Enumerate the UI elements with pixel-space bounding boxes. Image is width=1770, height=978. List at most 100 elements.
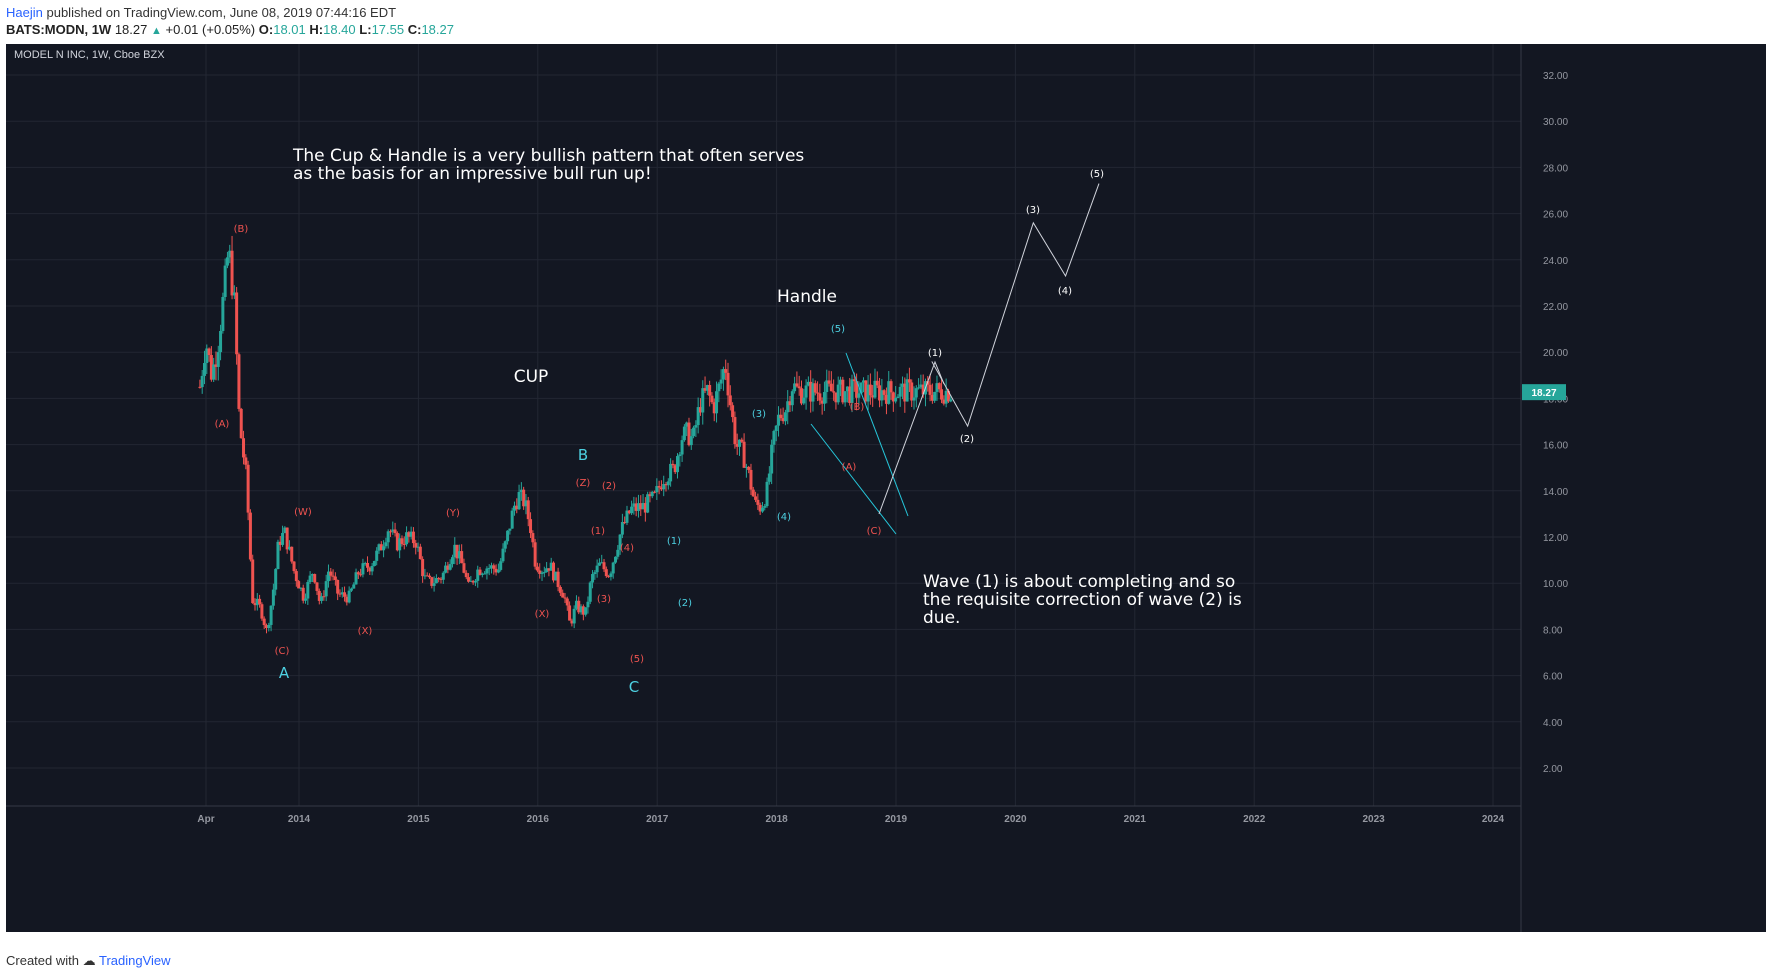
candle-body bbox=[531, 533, 535, 543]
candle-body bbox=[476, 569, 480, 581]
candle-body bbox=[574, 600, 578, 609]
candle-body bbox=[267, 624, 271, 629]
candle-body bbox=[501, 548, 505, 562]
x-tick-label: 2016 bbox=[527, 814, 550, 825]
wave-label-white: (1) bbox=[928, 348, 942, 359]
candle-body bbox=[248, 512, 252, 560]
candle-body bbox=[428, 575, 432, 578]
wave-label-red: (5) bbox=[630, 654, 644, 665]
candle-body bbox=[522, 489, 526, 507]
candle-body bbox=[460, 551, 464, 564]
x-tick-label: 2023 bbox=[1362, 814, 1385, 825]
chart-frame[interactable]: 2.004.006.008.0010.0012.0014.0016.0018.0… bbox=[6, 44, 1766, 932]
candle-body bbox=[887, 381, 891, 404]
candle-body bbox=[271, 589, 275, 606]
candle-body bbox=[825, 380, 829, 393]
candle-body bbox=[933, 391, 937, 401]
candle-body bbox=[786, 401, 790, 413]
x-tick-label: 2022 bbox=[1243, 814, 1266, 825]
candle-body bbox=[914, 388, 918, 398]
candle-body bbox=[237, 354, 241, 409]
candle-body bbox=[421, 559, 425, 577]
candle-body bbox=[694, 425, 698, 428]
candle-body bbox=[533, 542, 537, 567]
price-chart[interactable]: 2.004.006.008.0010.0012.0014.0016.0018.0… bbox=[6, 44, 1766, 932]
candle-body bbox=[816, 392, 820, 394]
candle-body bbox=[453, 544, 457, 558]
candle-body bbox=[347, 590, 351, 603]
candle-body bbox=[818, 393, 822, 401]
candle-body bbox=[919, 384, 923, 388]
candle-body bbox=[774, 425, 778, 432]
candle-body bbox=[620, 522, 624, 535]
candle-body bbox=[614, 556, 618, 563]
candle-body bbox=[235, 292, 239, 355]
candle-body bbox=[416, 546, 420, 548]
y-tick-label: 16.00 bbox=[1543, 441, 1568, 452]
tradingview-link[interactable]: TradingView bbox=[99, 953, 171, 968]
candle-body bbox=[216, 352, 220, 367]
wave-label-cyan: B bbox=[578, 446, 588, 464]
candle-body bbox=[278, 541, 282, 545]
candle-body bbox=[673, 465, 677, 473]
candle-body bbox=[405, 532, 409, 545]
chart-title: MODEL N INC, 1W, Cboe BZX bbox=[14, 49, 165, 61]
wave-label-cyan: (3) bbox=[752, 409, 766, 420]
candle-body bbox=[937, 383, 941, 390]
candle-body bbox=[519, 489, 523, 493]
candle-body bbox=[905, 379, 909, 402]
candle-body bbox=[765, 481, 769, 507]
candle-body bbox=[200, 375, 204, 388]
high-label: H: bbox=[309, 22, 324, 37]
candle-body bbox=[643, 503, 647, 513]
candle-body bbox=[308, 575, 312, 583]
candle-body bbox=[547, 568, 551, 571]
wedge-lower-line bbox=[810, 423, 897, 535]
y-tick-label: 30.00 bbox=[1543, 117, 1568, 128]
candle-body bbox=[363, 562, 367, 564]
candle-body bbox=[393, 529, 397, 534]
candle-body bbox=[202, 363, 206, 376]
candle-body bbox=[336, 579, 340, 594]
candle-body bbox=[799, 388, 803, 404]
candle-body bbox=[388, 531, 392, 533]
candle-body bbox=[901, 383, 905, 387]
candle-body bbox=[804, 385, 808, 398]
candle-body bbox=[648, 494, 652, 497]
candle-body bbox=[889, 381, 893, 393]
y-tick-label: 24.00 bbox=[1543, 256, 1568, 267]
x-tick-label: 2021 bbox=[1124, 814, 1147, 825]
candle-body bbox=[675, 456, 679, 473]
candle-body bbox=[230, 250, 234, 296]
candle-body bbox=[809, 381, 813, 402]
wave-label-cyan: (2) bbox=[678, 598, 692, 609]
candle-body bbox=[430, 577, 434, 586]
author-link[interactable]: Haejin bbox=[6, 5, 43, 20]
candle-body bbox=[375, 550, 379, 561]
wave-label-red: (4) bbox=[620, 543, 634, 554]
candle-body bbox=[579, 606, 583, 613]
x-tick-label: 2020 bbox=[1004, 814, 1027, 825]
candle-body bbox=[320, 596, 324, 601]
candle-body bbox=[813, 383, 817, 393]
wave-label-white: (4) bbox=[1058, 286, 1072, 297]
candle-body bbox=[650, 491, 654, 497]
candle-body bbox=[457, 551, 461, 559]
candle-body bbox=[921, 384, 925, 395]
candle-body bbox=[409, 531, 413, 537]
candle-body bbox=[907, 379, 911, 383]
x-tick-label: 2018 bbox=[765, 814, 788, 825]
candle-body bbox=[754, 496, 758, 500]
candle-body bbox=[632, 503, 636, 507]
candle-body bbox=[942, 399, 946, 404]
created-with-text: Created with bbox=[6, 953, 79, 968]
candle-body bbox=[535, 566, 539, 571]
candle-body bbox=[744, 466, 748, 468]
candle-body bbox=[552, 562, 556, 581]
candle-body bbox=[239, 408, 243, 439]
candle-body bbox=[338, 593, 342, 595]
wave-label-red: (A) bbox=[842, 462, 857, 473]
candle-body bbox=[845, 386, 849, 392]
candle-body bbox=[400, 538, 404, 544]
candle-body bbox=[269, 605, 273, 625]
